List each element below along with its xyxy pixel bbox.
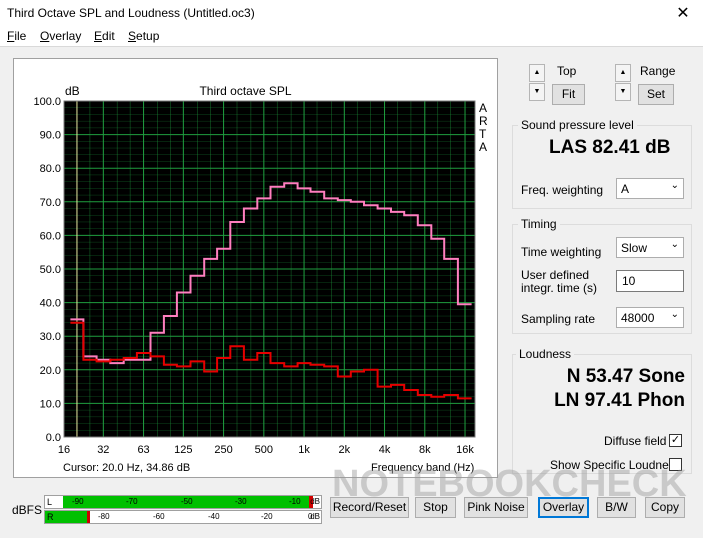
- freq-weighting-select[interactable]: A ⌄: [616, 178, 684, 199]
- left-level-meter: L -90 -70 -50 -30 -10 dB: [44, 495, 322, 509]
- close-icon[interactable]: ✕: [676, 5, 690, 22]
- x-tick-label: 500: [255, 444, 273, 456]
- plot-panel: 0.0 10.0 20.0 30.0 40.0 50.0 60.0 70.0 80.0 90.0 1…: [13, 58, 498, 478]
- check-icon: ✓: [670, 434, 681, 446]
- menu-setup[interactable]: Setup: [128, 29, 160, 43]
- time-weighting-label: Time weighting: [521, 245, 602, 259]
- x-tick-label: 2k: [338, 444, 350, 456]
- y-tick-label: 50.0: [40, 264, 61, 276]
- y-tick-label: 0.0: [46, 432, 61, 444]
- range-down-button[interactable]: ▼: [615, 83, 631, 101]
- window-title: Third Octave SPL and Loudness (Untitled.…: [7, 6, 255, 20]
- plot-frame: [63, 100, 476, 438]
- range-up-button[interactable]: ▲: [615, 64, 631, 82]
- left-meter-peak: [309, 496, 313, 508]
- sampling-rate-select[interactable]: 48000 ⌄: [616, 307, 684, 328]
- loudness-n-value: N 53.47 Sone: [566, 366, 685, 387]
- menu-edit[interactable]: Edit: [94, 29, 115, 43]
- show-specific-loudness-label: Show Specific Loudness: [550, 458, 681, 472]
- y-tick-label: 60.0: [40, 230, 61, 242]
- freq-weighting-label: Freq. weighting: [521, 183, 604, 197]
- third-octave-chart[interactable]: 0.0 10.0 20.0 30.0 40.0 50.0 60.0 70.0 80.0 90.0 1…: [14, 59, 499, 479]
- chevron-down-icon: ⌄: [670, 309, 679, 320]
- notebookcheck-watermark: NOTEBOOKCHECK: [332, 463, 687, 504]
- copy-button[interactable]: Copy: [645, 497, 685, 518]
- pink-series-line: [70, 182, 472, 365]
- right-level-meter: R -80 -60 -40 -20 0 dB: [44, 510, 322, 524]
- y-tick-label: 90.0: [40, 130, 61, 142]
- top-up-button[interactable]: ▲: [529, 64, 545, 82]
- menu-file[interactable]: File: [7, 29, 27, 43]
- x-tick-label: 4k: [379, 444, 391, 456]
- loudness-group-title: Loudness: [516, 347, 575, 361]
- dbfs-label: dBFS: [12, 503, 43, 517]
- range-label: Range: [640, 64, 676, 78]
- x-tick-label: 125: [174, 444, 192, 456]
- loudness-group: [512, 354, 692, 474]
- y-tick-label: 100.0: [33, 96, 61, 108]
- right-meter-fill: [45, 511, 87, 523]
- y-tick-label: 30.0: [40, 331, 61, 343]
- top-label: Top: [557, 64, 577, 78]
- overlay-button[interactable]: Overlay: [538, 497, 589, 518]
- x-tick-label: 16k: [456, 444, 474, 456]
- watermark-text: NOTEBOOKCHECK: [332, 463, 687, 504]
- chevron-down-icon: ⌄: [670, 180, 679, 191]
- x-tick-label: 250: [214, 444, 232, 456]
- menu-overlay[interactable]: Overlay: [40, 29, 82, 43]
- y-tick-label: 40.0: [40, 298, 61, 310]
- user-time-label-2: integr. time (s): [521, 281, 598, 295]
- timing-group-title: Timing: [518, 217, 560, 231]
- pink-noise-button[interactable]: Pink Noise: [464, 497, 528, 518]
- user-time-label-1: User defined: [521, 268, 590, 282]
- spl-value: LAS 82.41 dB: [549, 137, 671, 158]
- chart-title: Third octave SPL: [199, 84, 291, 98]
- right-meter-peak: [87, 511, 90, 523]
- frequency-band-label: Frequency band (Hz): [371, 462, 475, 474]
- stop-button[interactable]: Stop: [415, 497, 456, 518]
- show-specific-loudness-checkbox[interactable]: [669, 458, 682, 471]
- y-tick-label: 70.0: [40, 197, 61, 209]
- title-bar: Third Octave SPL and Loudness (Untitled.…: [0, 0, 703, 26]
- red-series-line: [70, 321, 472, 400]
- y-axis-label: dB: [65, 84, 80, 98]
- fit-button[interactable]: Fit: [552, 84, 585, 105]
- sampling-rate-label: Sampling rate: [521, 312, 596, 326]
- timing-group: [512, 224, 692, 334]
- bw-button[interactable]: B/W: [597, 497, 636, 518]
- arta-logo: A R T A: [479, 101, 488, 154]
- integration-time-input[interactable]: 10: [616, 270, 684, 292]
- y-tick-label: 10.0: [40, 398, 61, 410]
- x-tick-label: 32: [97, 444, 109, 456]
- set-button[interactable]: Set: [638, 84, 674, 105]
- left-meter-fill: [63, 496, 313, 508]
- y-tick-label: 80.0: [40, 163, 61, 175]
- top-down-button[interactable]: ▼: [529, 83, 545, 101]
- diffuse-field-label: Diffuse field: [604, 434, 667, 448]
- record-reset-button[interactable]: Record/Reset: [330, 497, 409, 518]
- menu-bar: File Overlay Edit Setup: [0, 26, 703, 46]
- y-tick-label: 20.0: [40, 365, 61, 377]
- diffuse-field-checkbox[interactable]: ✓: [669, 434, 682, 447]
- chevron-down-icon: ⌄: [670, 239, 679, 250]
- x-tick-label: 8k: [419, 444, 431, 456]
- spl-group-title: Sound pressure level: [518, 118, 637, 132]
- x-tick-label: 1k: [298, 444, 310, 456]
- x-tick-label: 16: [58, 444, 70, 456]
- loudness-ln-value: LN 97.41 Phon: [554, 390, 685, 411]
- time-weighting-select[interactable]: Slow ⌄: [616, 237, 684, 258]
- x-tick-label: 63: [137, 444, 149, 456]
- cursor-readout: Cursor: 20.0 Hz, 34.86 dB: [63, 462, 191, 474]
